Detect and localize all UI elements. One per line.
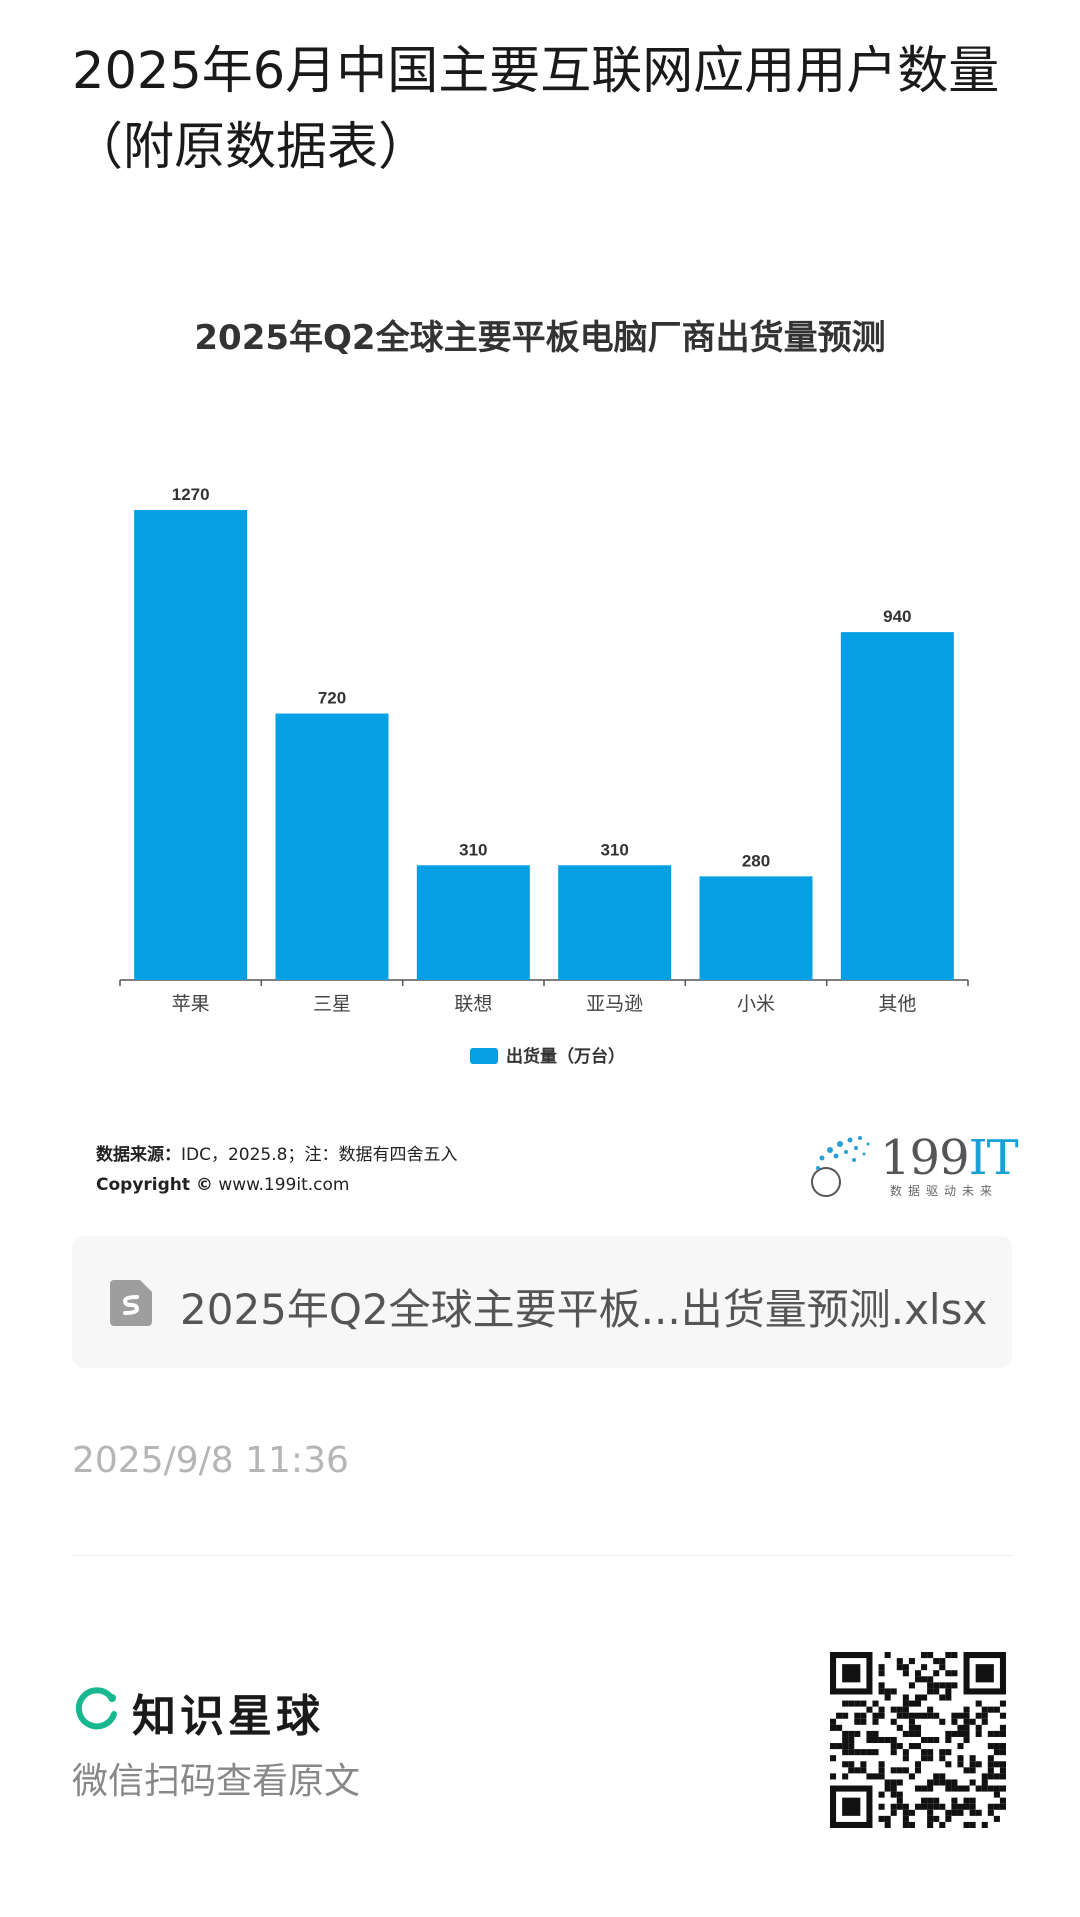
data-label-3: 310 [600, 840, 628, 859]
category-label-5: 其他 [878, 993, 916, 1015]
bar-2 [416, 865, 530, 980]
source-note: 数据来源：IDC，2025.8；注：数据有四舍五入 Copyright © ww… [96, 1140, 457, 1200]
page-title: 2025年6月中国主要互联网应用用户数量（附原数据表） [72, 42, 1000, 177]
scan-hint: 微信扫码查看原文 [72, 1761, 361, 1802]
category-label-2: 联想 [454, 993, 492, 1015]
source-text: IDC，2025.8；注：数据有四舍五入 [181, 1145, 458, 1165]
data-label-2: 310 [459, 840, 487, 859]
bar-1 [275, 713, 389, 980]
bar-0 [134, 510, 248, 980]
legend-label: 出货量（万台） [506, 1046, 625, 1067]
spreadsheet-file-icon [110, 1280, 152, 1326]
bar-3 [558, 865, 672, 980]
category-label-4: 小米 [737, 993, 775, 1015]
file-attachment-card[interactable]: 2025年Q2全球主要平板...出货量预测.xlsx [72, 1236, 1012, 1368]
dandelion-logo-icon [811, 1136, 870, 1197]
file-name[interactable]: 2025年Q2全球主要平板...出货量预测.xlsx [180, 1285, 988, 1334]
divider [72, 1555, 1012, 1556]
data-label-0: 1270 [172, 485, 210, 504]
copyright-label: Copyright © [96, 1175, 213, 1195]
bar-5 [840, 632, 954, 980]
data-label-4: 280 [742, 851, 770, 870]
category-label-1: 三星 [313, 993, 351, 1015]
data-label-5: 940 [883, 607, 911, 626]
source-label: 数据来源： [96, 1145, 181, 1165]
logo-tagline: 数据驱动未来 [890, 1184, 999, 1198]
brand-logo: 199IT 数据驱动未来 [810, 1130, 1019, 1200]
qr-code-icon[interactable] [830, 1652, 1006, 1828]
copyright-url: www.199it.com [218, 1175, 350, 1195]
chart-title: 2025年Q2全球主要平板电脑厂商出货量预测 [194, 318, 886, 358]
category-label-0: 苹果 [172, 993, 210, 1015]
brand-name: 知识星球 [132, 1691, 324, 1742]
logo-text: 199IT [880, 1130, 1019, 1186]
data-label-1: 720 [318, 689, 346, 708]
legend-swatch [470, 1048, 498, 1064]
planet-ring-icon [75, 1687, 117, 1730]
bar-4 [699, 876, 813, 980]
timestamp: 2025/9/8 11:36 [72, 1440, 349, 1481]
category-label-3: 亚马逊 [586, 993, 643, 1015]
